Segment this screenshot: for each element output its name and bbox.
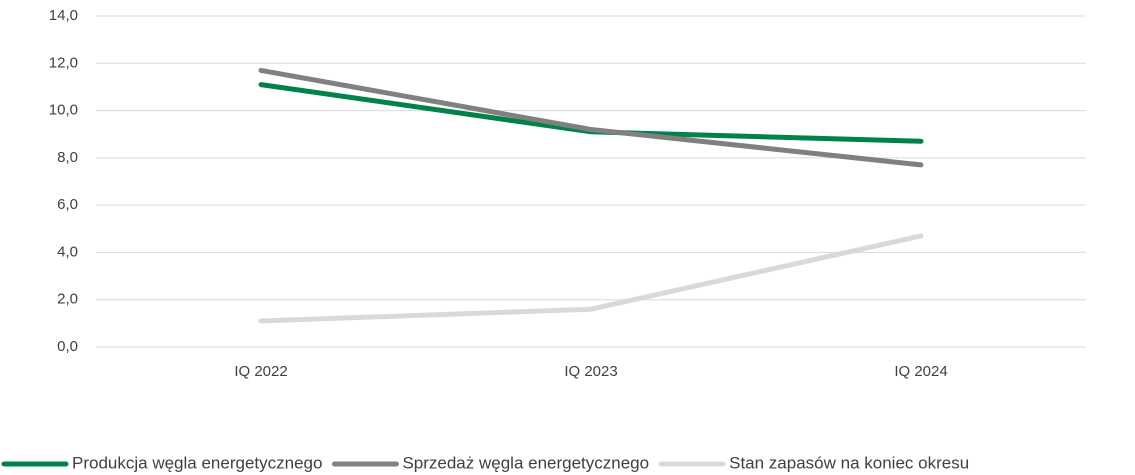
y-tick-label: 8,0 [57, 149, 78, 166]
y-tick-label: 6,0 [57, 196, 78, 213]
legend-label: Stan zapasów na koniec okresu [729, 453, 969, 472]
series-line [258, 67, 924, 168]
legend-label: Sprzedaż węgla energetycznego [402, 453, 649, 472]
legend-label: Produkcja węgla energetycznego [72, 453, 322, 472]
x-tick-label: IQ 2023 [564, 363, 617, 380]
x-tick-label: IQ 2024 [894, 363, 947, 380]
y-tick-label: 10,0 [49, 102, 78, 119]
series-line [258, 82, 924, 144]
x-tick-label: IQ 2022 [234, 363, 287, 380]
y-tick-label: 4,0 [57, 243, 78, 260]
y-tick-label: 2,0 [57, 291, 78, 308]
y-tick-label: 14,0 [49, 7, 78, 24]
y-tick-label: 0,0 [57, 338, 78, 355]
y-tick-label: 12,0 [49, 54, 78, 71]
series-line [258, 233, 924, 324]
